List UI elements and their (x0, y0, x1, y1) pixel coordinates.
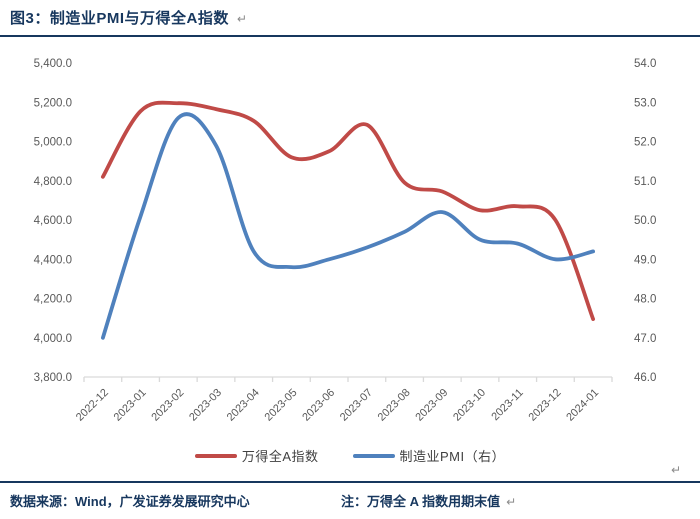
left-axis-tick-label: 4,400.0 (34, 254, 72, 266)
x-axis-tick-label: 2022-12 (74, 387, 111, 424)
right-axis-tick-label: 53.0 (634, 97, 656, 109)
legend-swatch-manufacturing-pmi (352, 453, 395, 458)
legend-item: 制造业PMI（右） (352, 446, 506, 465)
x-axis-tick-label: 2023-04 (225, 387, 262, 424)
return-mark-icon: ↵ (236, 11, 247, 26)
right-axis-tick-label: 46.0 (634, 372, 656, 384)
x-axis-tick-label: 2024-01 (564, 387, 601, 424)
x-axis-tick-label: 2023-05 (263, 387, 300, 424)
legend-label: 制造业PMI（右） (399, 449, 506, 464)
x-axis-tick-label: 2023-01 (112, 387, 149, 424)
chart-legend: 万得全A指数 制造业PMI（右） (0, 446, 700, 465)
left-axis-tick-label: 5,200.0 (34, 97, 72, 109)
left-axis-tick-label: 5,400.0 (34, 58, 72, 70)
x-axis-tick-label: 2023-08 (376, 387, 413, 424)
x-axis-tick-label: 2023-06 (300, 387, 337, 424)
right-axis-tick-label: 50.0 (634, 215, 656, 227)
manufacturing-pmi-line (101, 112, 595, 340)
return-mark-icon: ↵ (506, 495, 517, 509)
left-axis-tick-label: 4,000.0 (34, 333, 72, 345)
legend-swatch-wind-all-a (194, 453, 237, 458)
left-axis-tick-label: 4,800.0 (34, 176, 72, 188)
figure-note: 注：万得全 A 指数用期末值 ↵ (341, 491, 516, 510)
figure-title: 图3：制造业PMI与万得全A指数 (10, 10, 229, 27)
right-axis-tick-label: 48.0 (634, 294, 656, 306)
figure-header: 图3：制造业PMI与万得全A指数 ↵ (0, 0, 700, 37)
figure-note-text: 注：万得全 A 指数用期末值 (341, 494, 501, 509)
right-axis-tick-label: 49.0 (634, 254, 656, 266)
legend-label: 万得全A指数 (241, 449, 319, 464)
right-axis-tick-label: 51.0 (634, 176, 656, 188)
x-axis-tick-label: 2023-07 (338, 387, 375, 424)
left-axis-tick-label: 4,600.0 (34, 215, 72, 227)
left-axis-tick-label: 5,000.0 (34, 137, 72, 149)
return-mark-icon: ↵ (671, 463, 682, 477)
footer-divider (0, 481, 700, 483)
left-axis-tick-label: 4,200.0 (34, 294, 72, 306)
x-axis-tick-label: 2023-03 (187, 387, 224, 424)
legend-item: 万得全A指数 (194, 446, 319, 465)
data-source-note: 数据来源：Wind，广发证券发展研究中心 (10, 494, 250, 509)
pmi-index-line-chart: 5,400.0 54.0 5,200.0 53.0 5,000.0 52.0 4,800.0… (34, 58, 657, 424)
x-axis-tick-label: 2023-02 (149, 387, 186, 424)
right-axis-tick-label: 52.0 (634, 137, 656, 149)
right-axis-tick-label: 47.0 (634, 333, 656, 345)
right-axis-tick-label: 54.0 (634, 58, 656, 70)
x-axis-tick-label: 2023-10 (451, 387, 488, 424)
x-axis-tick-label: 2023-12 (527, 387, 564, 424)
wind-all-a-index-line (101, 100, 595, 321)
x-axis-tick-label: 2023-09 (413, 387, 450, 424)
left-axis-tick-label: 3,800.0 (34, 372, 72, 384)
x-axis-tick-label: 2023-11 (489, 387, 525, 423)
